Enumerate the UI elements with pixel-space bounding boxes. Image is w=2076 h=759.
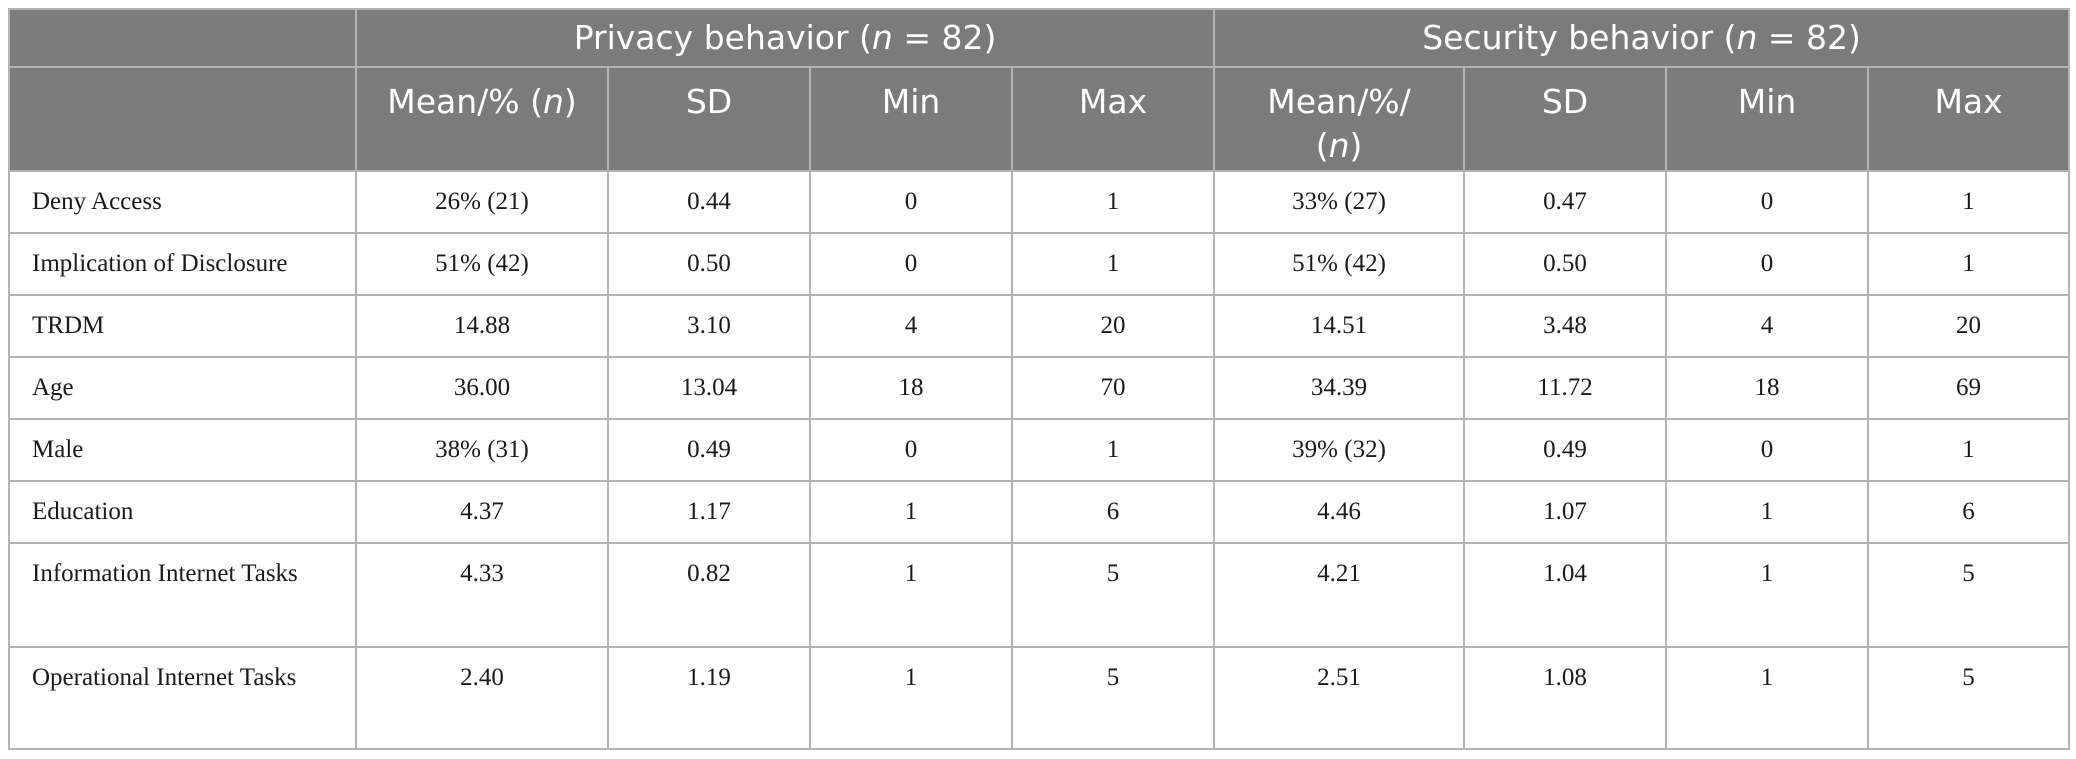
table-row: Age 36.00 13.04 18 70 34.39 11.72 18 69 (8, 356, 2071, 420)
privacy-mean-cell: 2.40 (355, 646, 609, 750)
privacy-max-cell: 6 (1010, 480, 1216, 544)
security-mean-cell: 34.39 (1213, 356, 1466, 420)
table-row: Information Internet Tasks 4.33 0.82 1 5… (8, 542, 2071, 648)
privacy-mean-cell: 4.33 (355, 542, 609, 648)
security-min-cell: 1 (1665, 646, 1870, 750)
security-behavior-group-header: Security behavior (n = 82) (1213, 8, 2071, 68)
security-sd-cell: 11.72 (1463, 356, 1668, 420)
security-max-cell: 6 (1867, 480, 2071, 544)
security-max-cell: 5 (1867, 646, 2071, 750)
security-max-cell: 20 (1867, 294, 2071, 358)
security-min-cell: 18 (1665, 356, 1870, 420)
security-min-cell: 0 (1665, 232, 1870, 296)
security-sd-cell: 0.50 (1463, 232, 1668, 296)
privacy-mean-cell: 26% (21) (355, 170, 609, 234)
row-label: Information Internet Tasks (8, 542, 357, 648)
security-sd-header: SD (1463, 66, 1668, 172)
security-mean-cell: 4.46 (1213, 480, 1466, 544)
security-sd-cell: 1.08 (1463, 646, 1668, 750)
security-mean-cell: 4.21 (1213, 542, 1466, 648)
privacy-max-cell: 70 (1010, 356, 1216, 420)
privacy-min-cell: 1 (809, 542, 1013, 648)
security-sd-cell: 1.04 (1463, 542, 1668, 648)
security-min-cell: 1 (1665, 542, 1870, 648)
privacy-mean-cell: 51% (42) (355, 232, 609, 296)
security-max-cell: 1 (1867, 418, 2071, 482)
privacy-sd-cell: 0.82 (607, 542, 811, 648)
privacy-max-cell: 1 (1010, 418, 1216, 482)
security-max-cell: 69 (1867, 356, 2071, 420)
security-sd-cell: 1.07 (1463, 480, 1668, 544)
table-row: Male 38% (31) 0.49 0 1 39% (32) 0.49 0 1 (8, 418, 2071, 482)
security-min-cell: 0 (1665, 170, 1870, 234)
security-mean-cell: 14.51 (1213, 294, 1466, 358)
privacy-sd-cell: 3.10 (607, 294, 811, 358)
privacy-sd-cell: 13.04 (607, 356, 811, 420)
security-mean-cell: 2.51 (1213, 646, 1466, 750)
privacy-max-cell: 5 (1010, 646, 1216, 750)
table-row: Education 4.37 1.17 1 6 4.46 1.07 1 6 (8, 480, 2071, 544)
security-mean-cell: 39% (32) (1213, 418, 1466, 482)
security-sd-cell: 0.49 (1463, 418, 1668, 482)
privacy-sd-cell: 0.50 (607, 232, 811, 296)
descriptive-statistics-table: Privacy behavior (n = 82) Security behav… (8, 8, 2071, 750)
table-row: Implication of Disclosure 51% (42) 0.50 … (8, 232, 2071, 296)
privacy-sd-cell: 0.44 (607, 170, 811, 234)
privacy-max-header: Max (1010, 66, 1216, 172)
table-row: TRDM 14.88 3.10 4 20 14.51 3.48 4 20 (8, 294, 2071, 358)
privacy-sd-cell: 0.49 (607, 418, 811, 482)
privacy-min-cell: 4 (809, 294, 1013, 358)
security-mean-header: Mean/%/(n) (1213, 66, 1466, 172)
row-label: Implication of Disclosure (8, 232, 357, 296)
group-header-row: Privacy behavior (n = 82) Security behav… (8, 8, 2071, 68)
privacy-min-cell: 1 (809, 646, 1013, 750)
table-row: Deny Access 26% (21) 0.44 0 1 33% (27) 0… (8, 170, 2071, 234)
security-min-cell: 0 (1665, 418, 1870, 482)
privacy-sd-cell: 1.19 (607, 646, 811, 750)
privacy-behavior-group-header: Privacy behavior (n = 82) (354, 8, 1216, 68)
privacy-min-header: Min (809, 66, 1013, 172)
privacy-max-cell: 20 (1010, 294, 1216, 358)
privacy-mean-cell: 4.37 (355, 480, 609, 544)
row-label: Male (8, 418, 357, 482)
row-label: Age (8, 356, 357, 420)
security-min-cell: 4 (1665, 294, 1870, 358)
security-max-cell: 1 (1867, 170, 2071, 234)
privacy-min-cell: 0 (809, 418, 1013, 482)
privacy-max-cell: 1 (1010, 232, 1216, 296)
privacy-sd-cell: 1.17 (607, 480, 811, 544)
security-min-cell: 1 (1665, 480, 1870, 544)
row-label: TRDM (8, 294, 357, 358)
row-label: Deny Access (8, 170, 357, 234)
security-max-cell: 5 (1867, 542, 2071, 648)
security-sd-cell: 3.48 (1463, 294, 1668, 358)
privacy-min-cell: 1 (809, 480, 1013, 544)
security-sd-cell: 0.47 (1463, 170, 1668, 234)
security-max-header: Max (1867, 66, 2071, 172)
column-header-row: Mean/% (n) SD Min Max Mean/%/(n) SD Min … (8, 66, 2071, 172)
corner-cell (8, 8, 357, 68)
row-label: Operational Internet Tasks (8, 646, 357, 750)
security-min-header: Min (1665, 66, 1870, 172)
security-mean-cell: 33% (27) (1213, 170, 1466, 234)
privacy-min-cell: 18 (809, 356, 1013, 420)
privacy-mean-header: Mean/% (n) (355, 66, 609, 172)
privacy-min-cell: 0 (809, 232, 1013, 296)
privacy-mean-cell: 38% (31) (355, 418, 609, 482)
row-label-header (8, 66, 357, 172)
privacy-mean-cell: 14.88 (355, 294, 609, 358)
row-label: Education (8, 480, 357, 544)
privacy-sd-header: SD (607, 66, 811, 172)
privacy-max-cell: 5 (1010, 542, 1216, 648)
table-row: Operational Internet Tasks 2.40 1.19 1 5… (8, 646, 2071, 750)
privacy-mean-cell: 36.00 (355, 356, 609, 420)
security-mean-cell: 51% (42) (1213, 232, 1466, 296)
privacy-min-cell: 0 (809, 170, 1013, 234)
privacy-max-cell: 1 (1010, 170, 1216, 234)
security-max-cell: 1 (1867, 232, 2071, 296)
